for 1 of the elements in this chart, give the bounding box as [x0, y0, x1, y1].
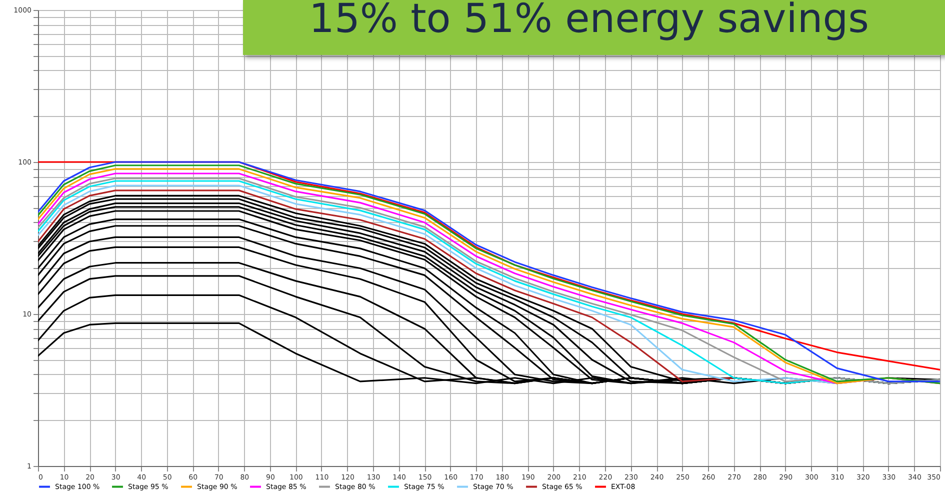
chart-title: 15% to 51% energy savings	[309, 0, 869, 42]
